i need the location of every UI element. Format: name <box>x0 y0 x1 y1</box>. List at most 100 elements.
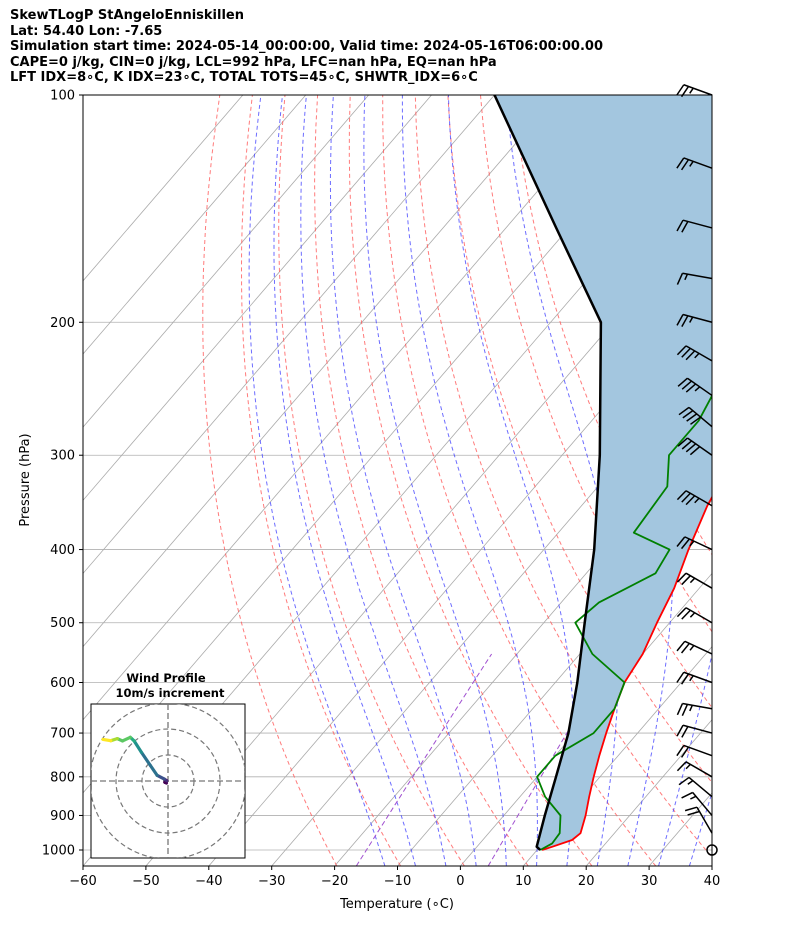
wind-barb <box>677 437 713 456</box>
location-line: Lat: 54.40 Lon: -7.65 <box>10 23 163 39</box>
barb-half <box>689 540 695 547</box>
isotherm <box>83 95 307 355</box>
barb-full <box>680 746 690 758</box>
barb-full <box>684 806 698 812</box>
dry-adiabat <box>708 95 712 109</box>
barb-full <box>682 410 694 419</box>
barb-full <box>680 86 690 98</box>
y-tick-label: 900 <box>50 809 75 824</box>
index-line: LFT IDX=8∘C, K IDX=23∘C, TOTAL TOTS=45∘C… <box>10 70 478 85</box>
barb-full <box>681 726 689 738</box>
barb-full <box>690 416 701 425</box>
calm-circle <box>706 844 718 856</box>
wind-barb <box>706 844 718 856</box>
barb-full <box>676 703 684 716</box>
isotherm <box>522 645 712 866</box>
y-tick-label: 1000 <box>42 844 75 859</box>
barb-full <box>687 810 700 816</box>
barb-full <box>680 159 690 171</box>
isotherm <box>585 719 712 866</box>
barb-full <box>680 673 690 685</box>
wind-barb <box>681 791 713 816</box>
barb-full <box>676 607 687 618</box>
y-tick-label: 600 <box>50 676 75 691</box>
x-axis-label: Temperature (∘C) <box>339 897 454 912</box>
barb-full <box>680 538 690 550</box>
moist-adiabat <box>447 95 575 866</box>
x-tick-label: −40 <box>195 874 222 889</box>
moist-adiabat <box>401 95 538 866</box>
barb-staff <box>684 536 713 551</box>
wind-barb <box>676 219 713 233</box>
barb-full <box>685 383 697 393</box>
x-tick-label: −50 <box>132 874 159 889</box>
barb-full <box>686 413 698 422</box>
barb-full <box>676 536 686 547</box>
wind-barb <box>676 490 713 507</box>
time-line: Simulation start time: 2024-05-14_00:00:… <box>10 39 603 54</box>
barb-half <box>689 316 694 323</box>
barb-full <box>676 744 685 757</box>
dry-adiabat <box>314 95 529 866</box>
x-tick-label: 40 <box>704 874 721 889</box>
chart-title: SkewTLogP StAngeloEnniskillen <box>10 8 244 23</box>
barb-full <box>676 490 687 501</box>
barb-full <box>676 314 684 326</box>
parcel-line <box>493 95 603 851</box>
isotherm <box>83 95 558 648</box>
barb-full <box>678 776 690 786</box>
barb-staff <box>683 157 713 169</box>
barb-full <box>681 575 691 586</box>
barb-full <box>676 157 685 169</box>
y-tick-label: 300 <box>50 449 75 464</box>
x-tick-label: −30 <box>258 874 285 889</box>
y-tick-label: 100 <box>50 89 75 104</box>
y-tick-label: 700 <box>50 727 75 742</box>
moist-adiabat <box>688 791 712 866</box>
x-tick-label: −20 <box>321 874 348 889</box>
inset-subtitle: 10m/s increment <box>116 686 225 700</box>
barb-half <box>689 612 696 618</box>
barb-half <box>689 87 694 94</box>
barb-full <box>685 443 697 453</box>
wind-barb <box>678 776 713 798</box>
barb-full <box>681 704 689 717</box>
barb-full <box>676 640 686 652</box>
wind-barb <box>676 744 713 758</box>
moist-adiabat <box>300 95 447 866</box>
y-tick-label: 400 <box>50 543 75 558</box>
hodograph-content <box>91 704 245 858</box>
barb-staff <box>692 791 713 816</box>
mixing-ratio-line <box>355 653 493 866</box>
barb-full <box>685 350 696 361</box>
barb-half <box>694 497 700 504</box>
plot-area <box>82 94 794 867</box>
barb-full <box>676 219 684 232</box>
dry-adiabat <box>741 95 794 866</box>
wind-barb <box>676 702 713 717</box>
x-tick-label: −10 <box>384 874 411 889</box>
x-tick-label: 10 <box>515 874 532 889</box>
dewpoint-line <box>536 393 712 851</box>
dry-adiabat <box>240 95 402 866</box>
dry-adiabat <box>202 95 338 866</box>
moist-adiabat <box>658 95 712 866</box>
x-tick-label: 30 <box>641 874 658 889</box>
barb-full <box>677 377 688 387</box>
barb-half <box>694 352 700 359</box>
wind-barb <box>676 671 713 685</box>
cape-shading <box>494 95 712 850</box>
dry-adiabat <box>447 95 712 784</box>
wind-barb <box>676 536 713 551</box>
barb-full <box>676 572 687 583</box>
barb-half <box>689 577 696 584</box>
wind-barb <box>676 572 713 589</box>
dry-adiabat <box>774 95 794 866</box>
barb-full <box>681 791 694 799</box>
y-tick-label: 800 <box>50 770 75 785</box>
hodograph-inset: Wind Profile 10m/s increment <box>90 671 246 859</box>
isotherm <box>83 95 432 501</box>
barb-half <box>687 780 694 785</box>
y-tick-label: 500 <box>50 616 75 631</box>
